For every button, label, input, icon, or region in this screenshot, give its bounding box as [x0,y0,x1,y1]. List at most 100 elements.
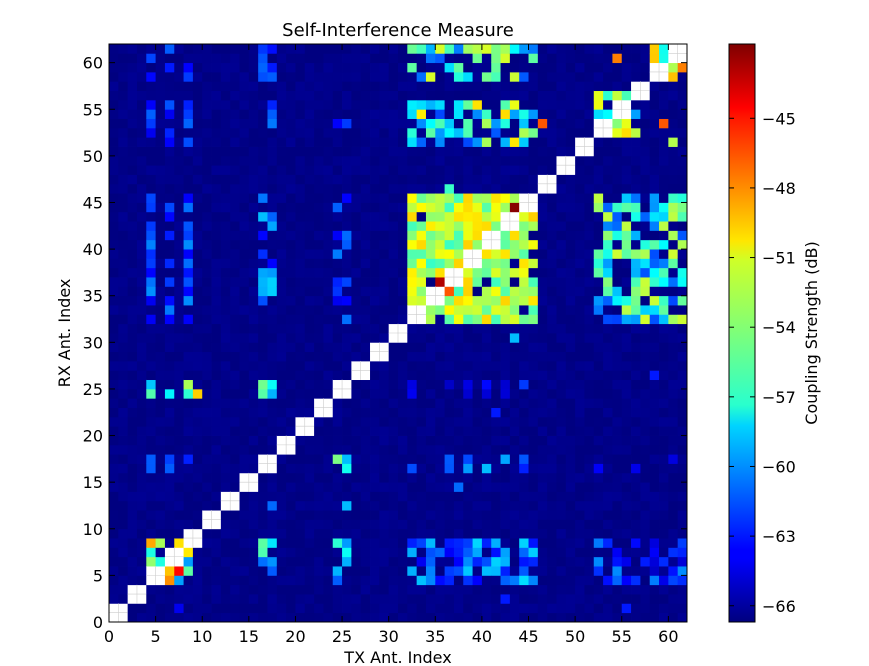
heatmap-cell [174,155,184,166]
heatmap-cell [435,510,446,520]
heatmap-cell [183,538,194,548]
heatmap-cell [407,612,418,623]
heatmap-cell [276,482,287,492]
heatmap-cell [509,519,520,530]
heatmap-cell [323,314,334,325]
heatmap-cell [435,44,446,54]
heatmap-cell [351,81,362,92]
heatmap-cell [314,155,324,166]
heatmap-cell [556,305,567,315]
heatmap-cell [528,295,539,306]
heatmap-cell [192,71,203,82]
heatmap-cell [174,183,184,194]
heatmap-cell [398,221,408,231]
heatmap-cell [370,351,380,362]
heatmap-cell [360,314,371,325]
heatmap-cell [388,603,399,614]
heatmap-cell [547,323,557,334]
heatmap-cell [388,62,399,73]
heatmap-cell [463,286,473,297]
heatmap-cell [109,594,119,604]
heatmap-cell [388,174,399,185]
heatmap-cell [407,277,418,287]
heatmap-cell [360,603,371,614]
heatmap-cell [481,295,492,306]
heatmap-cell [575,323,585,334]
heatmap-cell [202,482,212,492]
heatmap-cell [239,491,250,502]
heatmap-cell [612,81,623,92]
heatmap-cell [435,538,446,548]
heatmap-cell [351,165,362,175]
heatmap-cell [631,230,641,241]
heatmap-cell [230,99,240,110]
heatmap-cell [202,211,212,222]
heatmap-cell [416,81,427,92]
heatmap-cell [603,407,613,418]
heatmap-cell [537,547,548,558]
heatmap-cell [379,426,390,436]
heatmap-cell [155,99,166,110]
heatmap-cell [304,519,315,530]
heatmap-cell [118,510,129,520]
heatmap-cell [323,53,334,64]
heatmap-cell [593,351,604,362]
heatmap-cell [118,146,129,157]
heatmap-cell [304,556,315,567]
heatmap-cell [220,323,231,334]
heatmap-cell [192,547,203,558]
heatmap-cell [528,398,539,408]
heatmap-cell [519,435,529,446]
heatmap-cell [267,342,278,353]
heatmap-cell [649,575,660,586]
heatmap-cell [463,239,473,250]
heatmap-cell [174,277,184,287]
heatmap-cell [547,398,557,408]
heatmap-cell [444,351,455,362]
heatmap-cell [528,314,539,325]
heatmap-cell [472,416,483,427]
heatmap-cell [425,305,436,315]
heatmap-cell [435,146,446,157]
heatmap-cell [677,463,688,474]
heatmap-cell [612,547,623,558]
heatmap-cell [388,211,399,222]
heatmap-cell [528,127,539,138]
heatmap-cell [519,165,529,175]
heatmap-cell [407,342,418,353]
heatmap-cell [649,90,660,101]
heatmap-cell [463,500,473,511]
heatmap-cell [565,491,576,502]
heatmap-cell [407,137,418,147]
heatmap-cell [584,44,595,54]
heatmap-cell [593,500,604,511]
heatmap-cell [416,323,427,334]
heatmap-cell [332,323,343,334]
heatmap-cell [453,165,464,175]
heatmap-cell [323,305,334,315]
heatmap-cell [332,519,343,530]
heatmap-cell [360,472,371,483]
heatmap-cell [248,510,259,520]
heatmap-cell [267,323,278,334]
heatmap-cell [360,584,371,595]
heatmap-cell [314,90,324,101]
heatmap-cell [519,295,529,306]
heatmap-cell [491,305,501,315]
heatmap-cell [631,584,641,595]
heatmap-cell [332,249,343,259]
heatmap-cell [248,71,259,82]
heatmap-cell [360,183,371,194]
heatmap-cell [109,491,119,502]
heatmap-cell [640,407,651,418]
heatmap-cell [314,239,324,250]
heatmap-cell [220,500,231,511]
heatmap-cell [537,249,548,259]
heatmap-cell [668,407,679,418]
heatmap-cell [407,44,418,54]
heatmap-cell [453,510,464,520]
heatmap-cell [220,118,231,129]
heatmap-cell [509,109,520,119]
heatmap-cell [631,239,641,250]
heatmap-cell [463,109,473,119]
